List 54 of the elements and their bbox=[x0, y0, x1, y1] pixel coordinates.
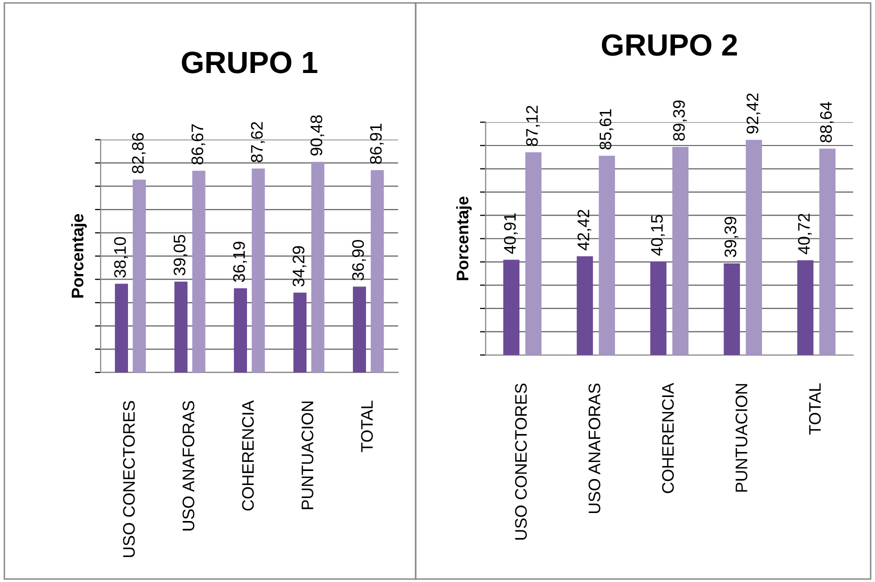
data-label: 38,10 bbox=[114, 237, 128, 278]
data-label: 88,64 bbox=[820, 102, 834, 142]
bar bbox=[525, 152, 542, 356]
x-tick-label: TOTAL bbox=[809, 383, 821, 435]
x-tick-label: PUNTUACION bbox=[736, 384, 748, 492]
x-tick-label: COHERENCIA bbox=[662, 382, 674, 494]
data-label: 42,42 bbox=[578, 210, 592, 250]
y-axis-title: Porcentaje bbox=[71, 214, 87, 298]
bar bbox=[650, 262, 666, 356]
chart-title: GRUPO 2 bbox=[602, 34, 737, 56]
data-label: 40,91 bbox=[504, 213, 518, 254]
data-label: 34,29 bbox=[292, 246, 306, 286]
x-tick-label: USO ANAFORAS bbox=[182, 401, 194, 530]
x-tick-label: PUNTUACION bbox=[302, 402, 314, 510]
bar bbox=[234, 288, 247, 372]
bar bbox=[598, 156, 615, 356]
data-label: 36,19 bbox=[233, 242, 247, 282]
bar bbox=[819, 148, 836, 356]
data-label: 40,15 bbox=[651, 214, 665, 256]
bar bbox=[672, 146, 688, 356]
bar bbox=[503, 260, 520, 356]
data-label: 39,05 bbox=[174, 235, 188, 276]
x-tick-label: USO CONECTORES bbox=[515, 384, 527, 540]
data-label: 89,39 bbox=[673, 100, 687, 141]
y-axis-title: Porcentaje bbox=[456, 196, 472, 280]
data-label: 86,91 bbox=[370, 124, 384, 164]
bar bbox=[797, 260, 814, 356]
bar bbox=[370, 170, 384, 372]
data-label: 40,72 bbox=[798, 214, 812, 254]
bar bbox=[293, 292, 306, 372]
bar bbox=[724, 263, 740, 356]
data-label: 82,86 bbox=[132, 133, 146, 174]
bar bbox=[174, 282, 188, 372]
bar bbox=[746, 140, 762, 356]
bar bbox=[192, 170, 206, 372]
chart-title: GRUPO 1 bbox=[182, 52, 318, 74]
data-label: 86,67 bbox=[191, 124, 206, 164]
data-label: 85,61 bbox=[600, 109, 614, 150]
x-tick-label: TOTAL bbox=[361, 400, 373, 452]
data-label: 87,62 bbox=[250, 122, 265, 162]
data-label: 87,12 bbox=[526, 106, 540, 146]
data-label: 92,42 bbox=[746, 93, 760, 134]
bar bbox=[576, 256, 593, 356]
x-tick-label: USO ANAFORAS bbox=[588, 384, 600, 514]
x-tick-label: USO CONECTORES bbox=[123, 401, 135, 558]
data-label: 90,48 bbox=[310, 115, 324, 156]
data-label: 39,39 bbox=[724, 216, 738, 258]
bar bbox=[114, 284, 128, 372]
bar bbox=[252, 168, 265, 372]
x-tick-label: COHERENCIA bbox=[242, 400, 254, 511]
bar bbox=[352, 286, 366, 372]
bar bbox=[132, 180, 146, 372]
data-label: 36,90 bbox=[352, 240, 366, 280]
bar bbox=[311, 162, 324, 372]
